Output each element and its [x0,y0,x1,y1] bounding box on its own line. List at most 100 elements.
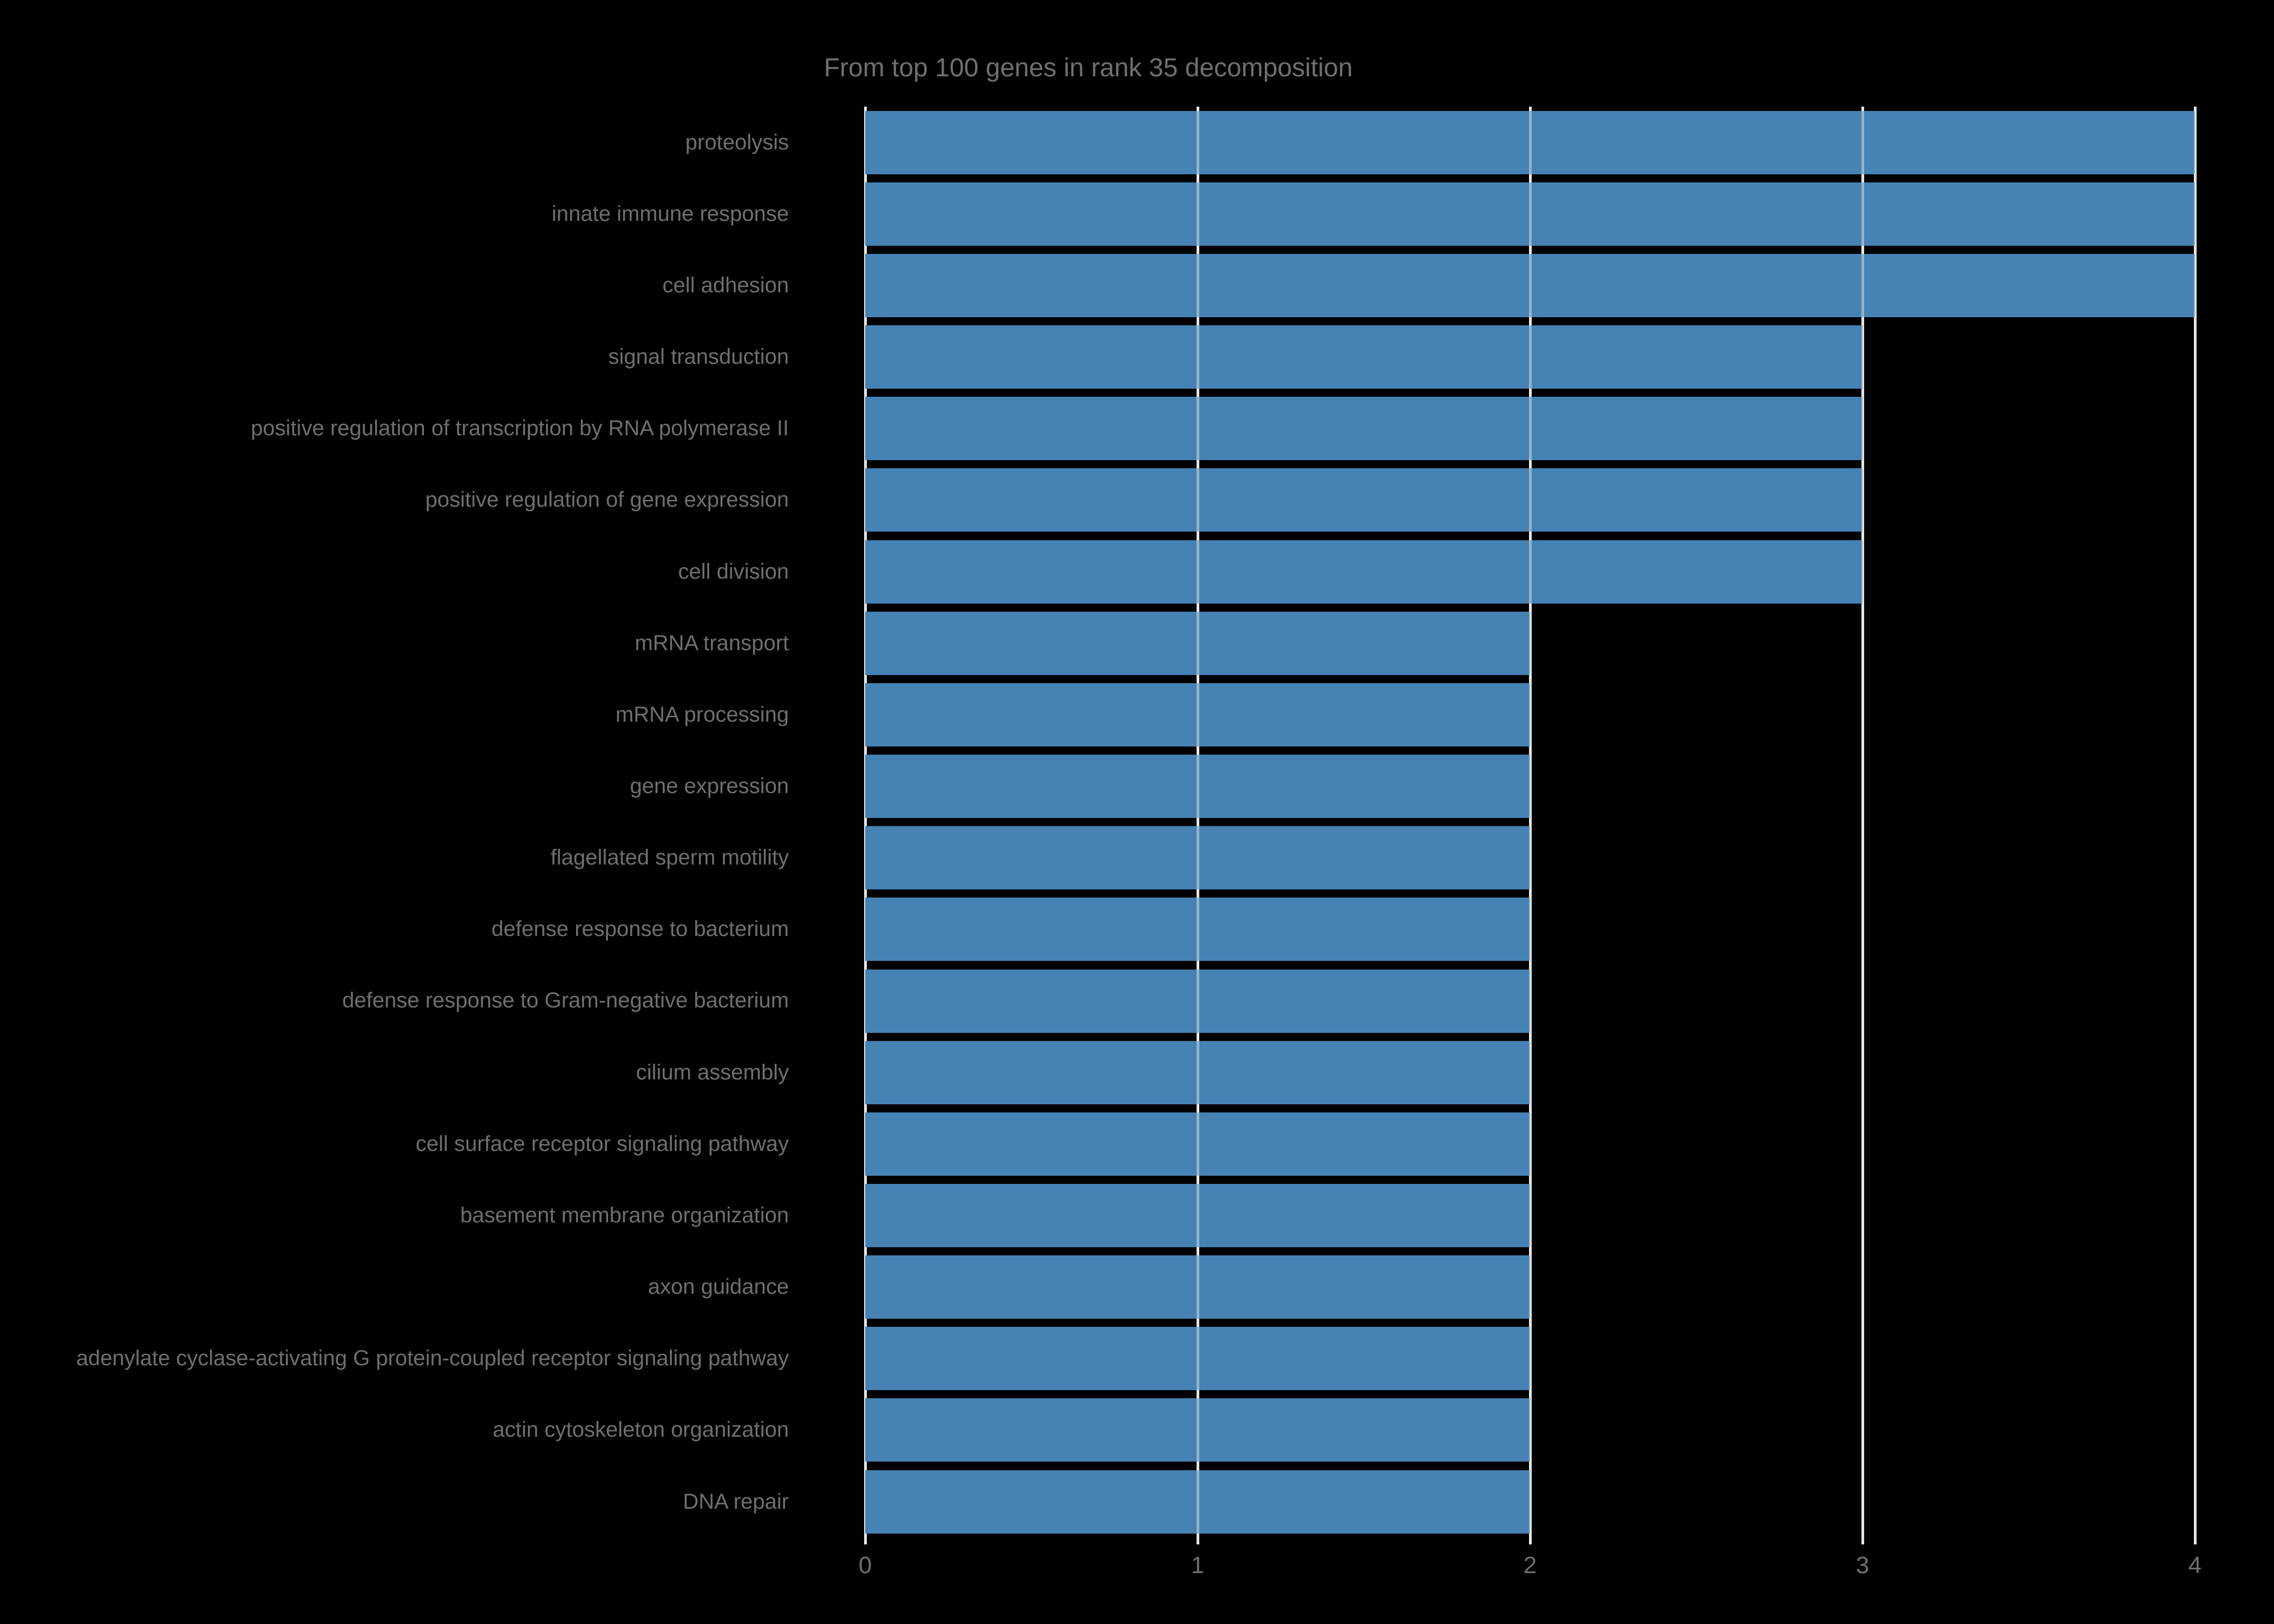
gridline-over-bar [1528,182,1532,246]
bar [865,182,2197,246]
y-axis-label: innate immune response [551,201,789,226]
gridline-over-bar [1528,1398,1532,1462]
gridline-over-bar [2193,110,2197,174]
gridline-over-bar [1196,683,1199,746]
y-axis-label: adenylate cyclase-activating G protein-c… [76,1346,789,1371]
x-axis-tick-label: 0 [858,1552,872,1579]
y-axis-label: cell adhesion [662,273,789,297]
gridline-over-bar [1528,325,1532,389]
bar [865,253,2197,317]
bar [865,611,1532,675]
gridline-over-bar [1196,1470,1199,1534]
gridline-over-bar [1196,1040,1199,1104]
bar [865,397,1864,461]
gridline-over-bar [1196,110,1199,174]
gridline-over-bar [1196,468,1199,532]
gridline-over-bar [1196,969,1199,1033]
y-axis-label: defense response to bacterium [491,917,789,941]
gridline-over-bar [1196,182,1199,246]
gridline-over-bar [1528,1327,1532,1391]
gridline-over-bar [1528,755,1532,818]
bar [865,898,1532,961]
gridline-over-bar [1196,325,1199,389]
gridline-over-bar [1861,253,1864,317]
x-axis-tick-label: 4 [2188,1552,2202,1579]
bar [865,755,1532,818]
gridline-over-bar [1528,540,1532,604]
gridline-over-bar [1528,1470,1532,1534]
gridline-over-bar [1196,397,1199,461]
gridline-over-bar [1861,325,1864,389]
gridline-over-bar [1196,1327,1199,1391]
x-axis-tick-label: 3 [1855,1552,1870,1579]
y-axis-label: signal transduction [608,345,789,369]
y-axis-label: flagellated sperm motility [550,846,789,870]
bar [865,325,1864,389]
x-axis-tick-label: 2 [1523,1552,1537,1579]
bar [865,1327,1532,1391]
gridline-over-bar [1528,1040,1532,1104]
gridline-over-bar [1528,826,1532,890]
bar [865,1470,1532,1534]
bar [865,826,1532,890]
gridline-over-bar [1196,1398,1199,1462]
y-axis-label: cell division [678,559,789,584]
bar [865,468,1864,532]
bar [865,540,1864,604]
gridline-over-bar [2193,182,2197,246]
y-axis-label: cell surface receptor signaling pathway [415,1131,789,1156]
gridline-over-bar [1196,898,1199,961]
y-axis-label: positive regulation of gene expression [425,488,789,512]
bar [865,683,1532,746]
gridline-over-bar [1528,969,1532,1033]
y-axis-label: basement membrane organization [460,1203,789,1227]
bar [865,1398,1532,1462]
y-axis-label: defense response to Gram-negative bacter… [342,988,789,1013]
gridline-over-bar [1861,182,1864,246]
y-axis-label: actin cytoskeleton organization [493,1418,789,1442]
gridline [1196,107,1199,1545]
gridline-over-bar [1196,826,1199,890]
gridline [1861,107,1864,1545]
gridline [1528,107,1532,1545]
gridline [2193,107,2197,1545]
gridline-over-bar [1196,611,1199,675]
y-axis-label: mRNA transport [635,631,789,655]
gridline-over-bar [1861,110,1864,174]
gridline-over-bar [1528,253,1532,317]
gridline-over-bar [1861,397,1864,461]
gridline-over-bar [1528,1183,1532,1247]
bar [865,969,1532,1033]
gridline-over-bar [1528,468,1532,532]
y-axis-label: proteolysis [685,130,789,154]
gridline-over-bar [1196,1183,1199,1247]
gridline-over-bar [1528,1112,1532,1176]
y-axis-label: gene expression [630,774,789,798]
gridline-over-bar [1528,683,1532,746]
y-axis-label: DNA repair [683,1489,789,1514]
y-axis-label: mRNA processing [615,702,789,726]
bar [865,1183,1532,1247]
gridline-over-bar [1528,611,1532,675]
y-axis-label: axon guidance [648,1275,789,1299]
y-axis-line [864,107,867,1545]
gridline-over-bar [1528,1255,1532,1319]
chart-title: From top 100 genes in rank 35 decomposit… [824,54,1353,82]
gridline-over-bar [1861,468,1864,532]
gridline-over-bar [1528,397,1532,461]
gridline-over-bar [1528,110,1532,174]
gridline-over-bar [1196,755,1199,818]
bar [865,1255,1532,1319]
bar [865,1112,1532,1176]
gridline-over-bar [2193,253,2197,317]
y-axis-label: positive regulation of transcription by … [251,416,789,441]
gridline-over-bar [1196,253,1199,317]
gridline-over-bar [1196,540,1199,604]
gridline-over-bar [1528,898,1532,961]
gridline-over-bar [1861,540,1864,604]
bar [865,1040,1532,1104]
y-axis-label: cilium assembly [636,1060,789,1084]
gridline-over-bar [1196,1255,1199,1319]
bar [865,110,2197,174]
